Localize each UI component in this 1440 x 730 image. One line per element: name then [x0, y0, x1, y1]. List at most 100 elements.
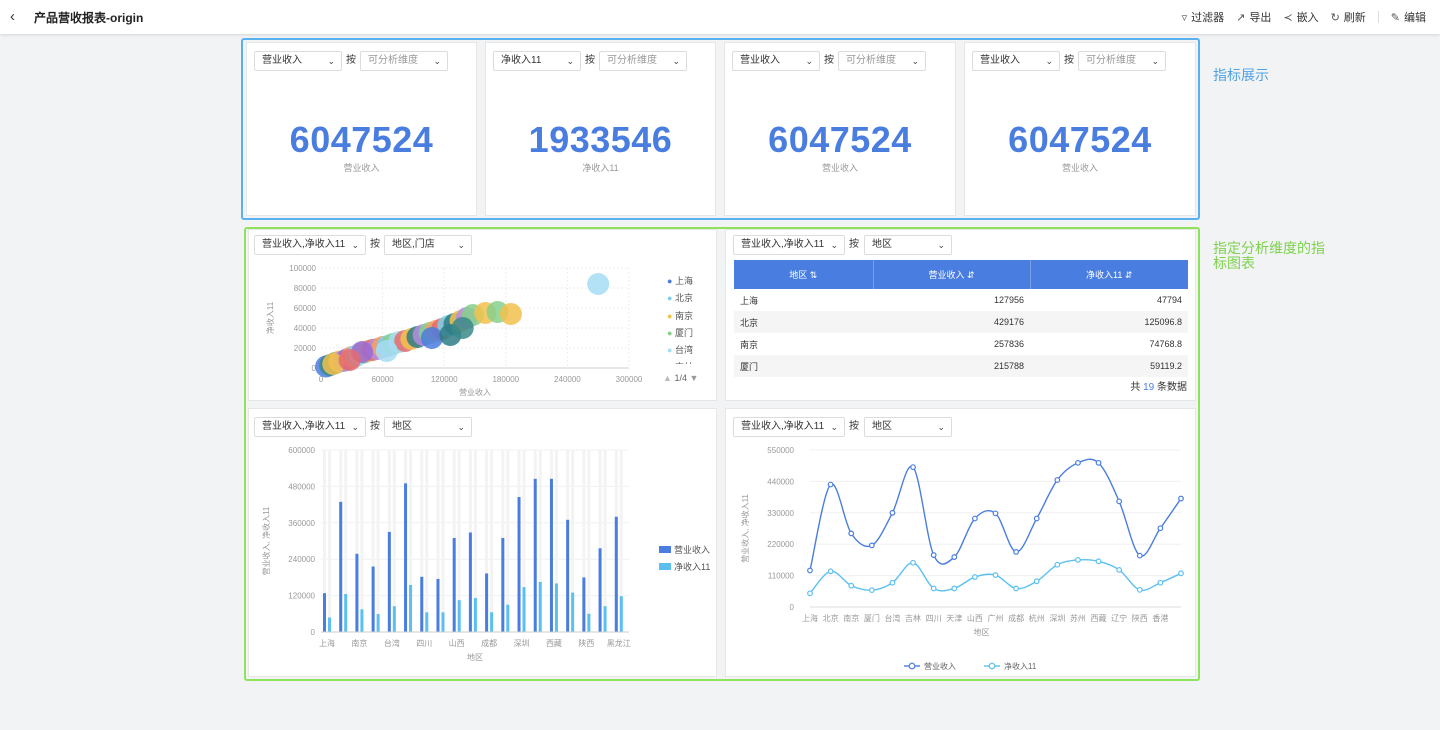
y-tick-label: 220000: [767, 540, 794, 549]
x-axis-title: 营业收入: [459, 387, 491, 397]
bar: [554, 583, 558, 632]
dimension-select[interactable]: 可分析维度 ⌄: [838, 51, 926, 71]
dimension-select[interactable]: 可分析维度 ⌄: [599, 51, 687, 71]
bar-background: [436, 450, 440, 632]
scatter-point: [451, 317, 474, 339]
scatter-panel: 营业收入,净收入11 ⌄ 按 地区,门店 ⌄ 0 20000 40000 60000 800…: [248, 229, 717, 401]
share-icon: ≺: [1283, 11, 1293, 24]
bar-background: [355, 450, 359, 632]
bar: [619, 596, 623, 632]
dimension-select[interactable]: 地区 ⌄: [384, 417, 472, 437]
legend-item[interactable]: 净收入11: [659, 559, 710, 576]
x-tick-label: 杭州: [1029, 613, 1045, 623]
x-tick-label: 四川: [416, 639, 432, 648]
bar-background: [425, 450, 429, 632]
back-icon[interactable]: ‹: [10, 8, 15, 25]
edit-button[interactable]: ✎ 编辑: [1390, 11, 1426, 25]
bar: [468, 532, 472, 632]
page-up-icon[interactable]: ▲: [663, 373, 672, 383]
y-axis-title: 营业收入, 净收入11: [740, 494, 750, 563]
legend-swatch-icon: [659, 546, 671, 553]
line-point: [930, 552, 937, 558]
column-header-revenue[interactable]: 营业收入 ⇵: [873, 260, 1031, 289]
line-point: [992, 510, 999, 517]
chevron-down-icon: ⌄: [830, 422, 838, 432]
legend-dot-icon: ●: [667, 293, 673, 304]
dimension-select[interactable]: 可分析维度 ⌄: [1078, 51, 1166, 71]
bar: [425, 612, 429, 632]
page-down-icon[interactable]: ▼: [689, 373, 699, 383]
refresh-button[interactable]: ↻ 刷新: [1330, 11, 1366, 25]
export-button[interactable]: ↗ 导出: [1236, 11, 1272, 25]
x-tick-label: 陕西: [578, 638, 594, 648]
y-axis-title: 净收入11: [265, 301, 275, 334]
column-header-region[interactable]: 地区 ⇅: [734, 260, 874, 289]
column-header-net[interactable]: 净收入11 ⇵: [1030, 260, 1188, 289]
metric-select[interactable]: 营业收入,净收入11 ⌄: [254, 417, 366, 437]
x-tick-label: 240000: [554, 375, 581, 384]
chevron-down-icon: ⌄: [457, 422, 465, 432]
line-point: [1013, 585, 1020, 592]
refresh-icon: ↻: [1330, 11, 1340, 24]
kpi-annotation: 指标展示: [1213, 67, 1269, 83]
bar-chart: 0 120000 240000 360000 480000 600000 上海 南京 台湾 四川 山…: [261, 446, 631, 662]
by-label: 按: [1064, 55, 1074, 66]
line-point: [1157, 579, 1164, 586]
bar: [355, 553, 359, 632]
embed-button[interactable]: ≺ 嵌入: [1283, 11, 1319, 25]
metric-select[interactable]: 营业收入,净收入11 ⌄: [254, 235, 366, 255]
dimension-select[interactable]: 地区 ⌄: [864, 235, 952, 255]
x-axis-title: 地区: [467, 652, 483, 662]
x-tick-label: 山西: [967, 613, 983, 623]
bar: [571, 592, 575, 632]
bar: [376, 614, 380, 632]
chevron-down-icon: ⌄: [1045, 56, 1053, 66]
legend-item[interactable]: ● 台湾: [667, 345, 693, 356]
line-point: [889, 509, 896, 516]
y-tick-label: 600000: [288, 446, 315, 455]
x-tick-label: 广州: [988, 613, 1004, 623]
bar: [404, 483, 408, 632]
dimension-select[interactable]: 可分析维度 ⌄: [360, 51, 448, 71]
metric-select[interactable]: 营业收入,净收入11 ⌄: [733, 417, 845, 437]
metric-select[interactable]: 营业收入 ⌄: [254, 51, 342, 71]
metric-select[interactable]: 营业收入,净收入11 ⌄: [733, 235, 845, 255]
y-axis-title: 营业收入, 净收入11: [261, 506, 271, 575]
filter-button[interactable]: ▿ 过滤器: [1181, 11, 1225, 25]
legend-item[interactable]: ● 南京: [667, 310, 693, 321]
y-tick-label: 110000: [768, 572, 795, 581]
legend-swatch-icon: [659, 563, 671, 570]
legend-item[interactable]: ● 上海: [667, 276, 693, 286]
legend-pager: ▲ 1/4 ▼: [663, 373, 699, 383]
metric-select[interactable]: 营业收入 ⌄: [972, 51, 1060, 71]
bar: [587, 613, 591, 632]
line-point: [827, 481, 834, 488]
scatter-chart: 0 20000 40000 60000 80000 100000 0 60000 120000 1…: [265, 264, 643, 397]
edit-icon: ✎: [1390, 11, 1400, 24]
legend-item[interactable]: ● 北京: [667, 293, 693, 304]
scatter-point: [420, 327, 443, 349]
line-point: [889, 579, 896, 586]
bar: [538, 581, 542, 632]
legend-item[interactable]: ● 吉林: [667, 359, 693, 364]
metric-select[interactable]: 净收入11 ⌄: [493, 51, 581, 71]
line-point: [910, 559, 916, 566]
chevron-down-icon: ⌄: [911, 56, 919, 66]
line-point: [848, 530, 855, 537]
x-tick-label: 上海: [319, 638, 335, 648]
bar-background: [457, 450, 461, 632]
dimension-select[interactable]: 地区,门店 ⌄: [384, 235, 472, 255]
dimension-select[interactable]: 地区 ⌄: [864, 417, 952, 437]
chevron-down-icon: ⌄: [566, 56, 574, 66]
table-header-row: 地区 ⇅ 营业收入 ⇵ 净收入11 ⇵: [734, 260, 1188, 289]
x-tick-label: 南京: [843, 613, 859, 623]
x-tick-label: 60000: [371, 375, 394, 384]
metric-select[interactable]: 营业收入 ⌄: [732, 51, 820, 71]
chevron-down-icon: ⌄: [937, 422, 945, 432]
legend-item[interactable]: 营业收入: [659, 542, 710, 559]
x-tick-label: 0: [319, 375, 324, 384]
bar-background: [323, 450, 326, 632]
y-tick-label: 480000: [288, 482, 315, 491]
legend-item[interactable]: ● 厦门: [667, 327, 693, 338]
bar: [614, 516, 618, 632]
